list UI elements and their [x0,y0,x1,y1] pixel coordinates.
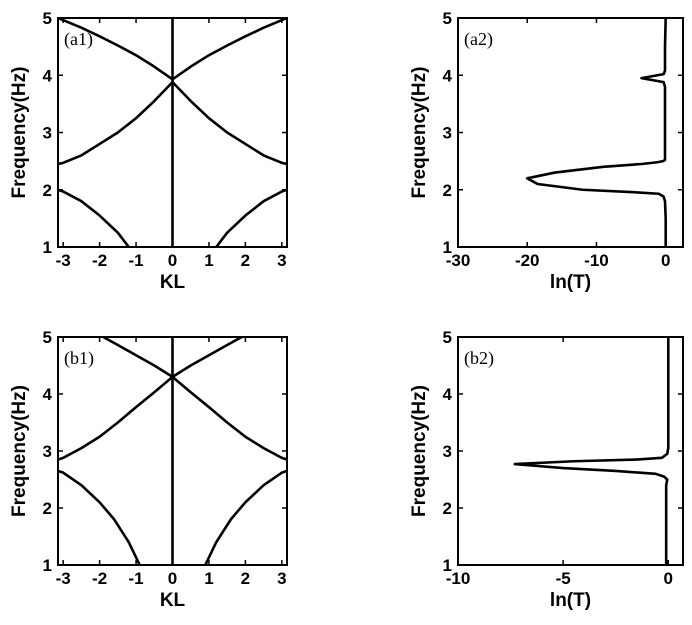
x-tick-label: -30 [446,251,471,270]
y-tick-label: 2 [443,499,452,518]
x-tick-label: -3 [56,251,71,270]
panel-b1: -3 -2 -1 0 1 2 3 1 2 3 4 5 KL Frequency(Hz) (b1) [9,328,288,611]
y-tick-label: 5 [43,328,52,347]
x-tick-label: -2 [92,569,107,588]
x-tick-label: 0 [661,251,670,270]
y-tick-label: 2 [443,181,452,200]
x-tick-label: -1 [128,251,143,270]
series-line-a1-2 [215,188,287,247]
plot-frame-b2 [457,336,684,566]
y-tick-label: 4 [443,385,453,404]
y-tick-label: 1 [43,238,52,257]
x-tick-label: 2 [241,569,250,588]
y-axis-label: Frequency(Hz) [9,67,30,199]
x-tick-label: 0 [664,569,673,588]
panel-label: (b2) [464,348,494,369]
x-tick-label: -2 [92,251,107,270]
x-axis-label: ln(T) [550,590,591,611]
x-tick-label: -10 [584,251,609,270]
panel-label: (a1) [64,29,93,50]
x-tick-label: -5 [556,569,571,588]
y-tick-label: 2 [43,181,52,200]
y-tick-label: 4 [443,66,453,85]
y-tick-label: 4 [43,66,53,85]
panel-label: (b1) [64,348,94,369]
x-tick-label: 1 [204,251,213,270]
y-tick-label: 5 [443,328,452,347]
series-line-a1-1 [58,188,130,247]
panel-b2: -10 -5 0 1 2 3 4 5 ln(T) Frequency(Hz) (b2) [409,328,684,611]
y-tick-label: 1 [43,556,52,575]
y-tick-label: 2 [43,499,52,518]
y-axis-label: Frequency(Hz) [9,385,30,517]
x-tick-label: -20 [515,251,540,270]
x-tick-label: 0 [168,251,177,270]
y-tick-label: 1 [443,238,452,257]
series-line-b1-2 [204,469,287,565]
panel-a2: -30 -20 -10 0 1 2 3 4 5 ln(T) Frequency(Hz) (a2) [409,9,684,293]
panel-a1: -3 -2 -1 0 1 2 3 1 2 3 4 5 KL Frequency(Hz) (a1) [9,9,288,293]
y-tick-label: 3 [43,442,52,461]
series-line-b1-1 [58,469,141,565]
x-tick-label: -1 [128,569,143,588]
x-tick-label: 3 [277,569,286,588]
x-tick-label: 2 [241,251,250,270]
plot-frame-a2 [457,17,684,248]
x-tick-label: -10 [446,569,471,588]
y-tick-label: 4 [43,385,53,404]
x-tick-label: -3 [56,569,71,588]
x-tick-label: 3 [277,251,286,270]
y-tick-label: 3 [443,124,452,143]
y-axis-label: Frequency(Hz) [409,385,430,517]
series-line-a2-1 [525,18,667,247]
x-tick-label: 1 [204,569,213,588]
series-line-b2-1 [513,337,670,565]
x-axis-label: KL [160,590,186,611]
y-tick-label: 3 [443,442,452,461]
x-axis-label: KL [160,272,186,293]
y-axis-label: Frequency(Hz) [409,67,430,199]
panel-label: (a2) [464,29,493,50]
y-tick-label: 3 [43,124,52,143]
y-tick-label: 5 [443,9,452,28]
y-tick-label: 5 [43,9,52,28]
x-axis-label: ln(T) [550,272,591,293]
y-tick-label: 1 [443,556,452,575]
x-tick-label: 0 [168,569,177,588]
